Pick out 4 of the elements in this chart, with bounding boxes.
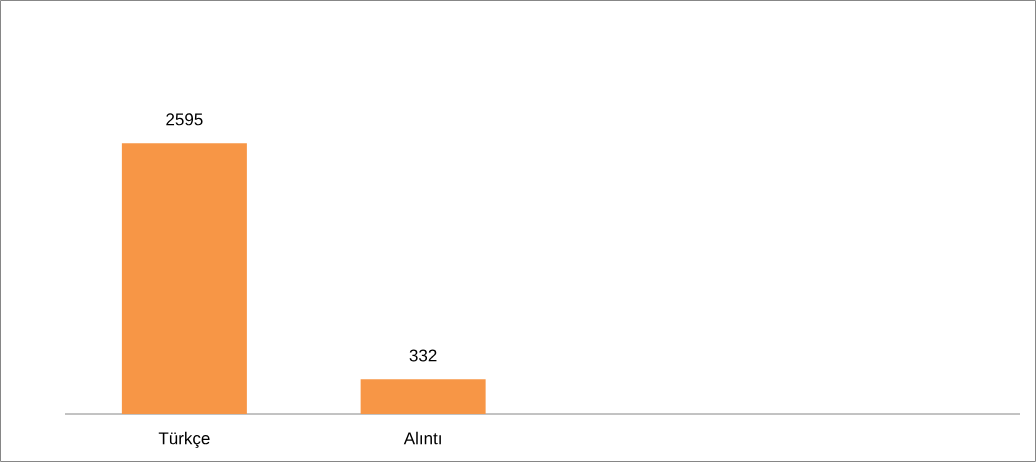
data-label: 2595 [166,113,203,126]
data-label: 332 [409,349,437,362]
x-tick-label: Türkçe [158,431,210,448]
x-tick-label: Alıntı [403,431,441,445]
